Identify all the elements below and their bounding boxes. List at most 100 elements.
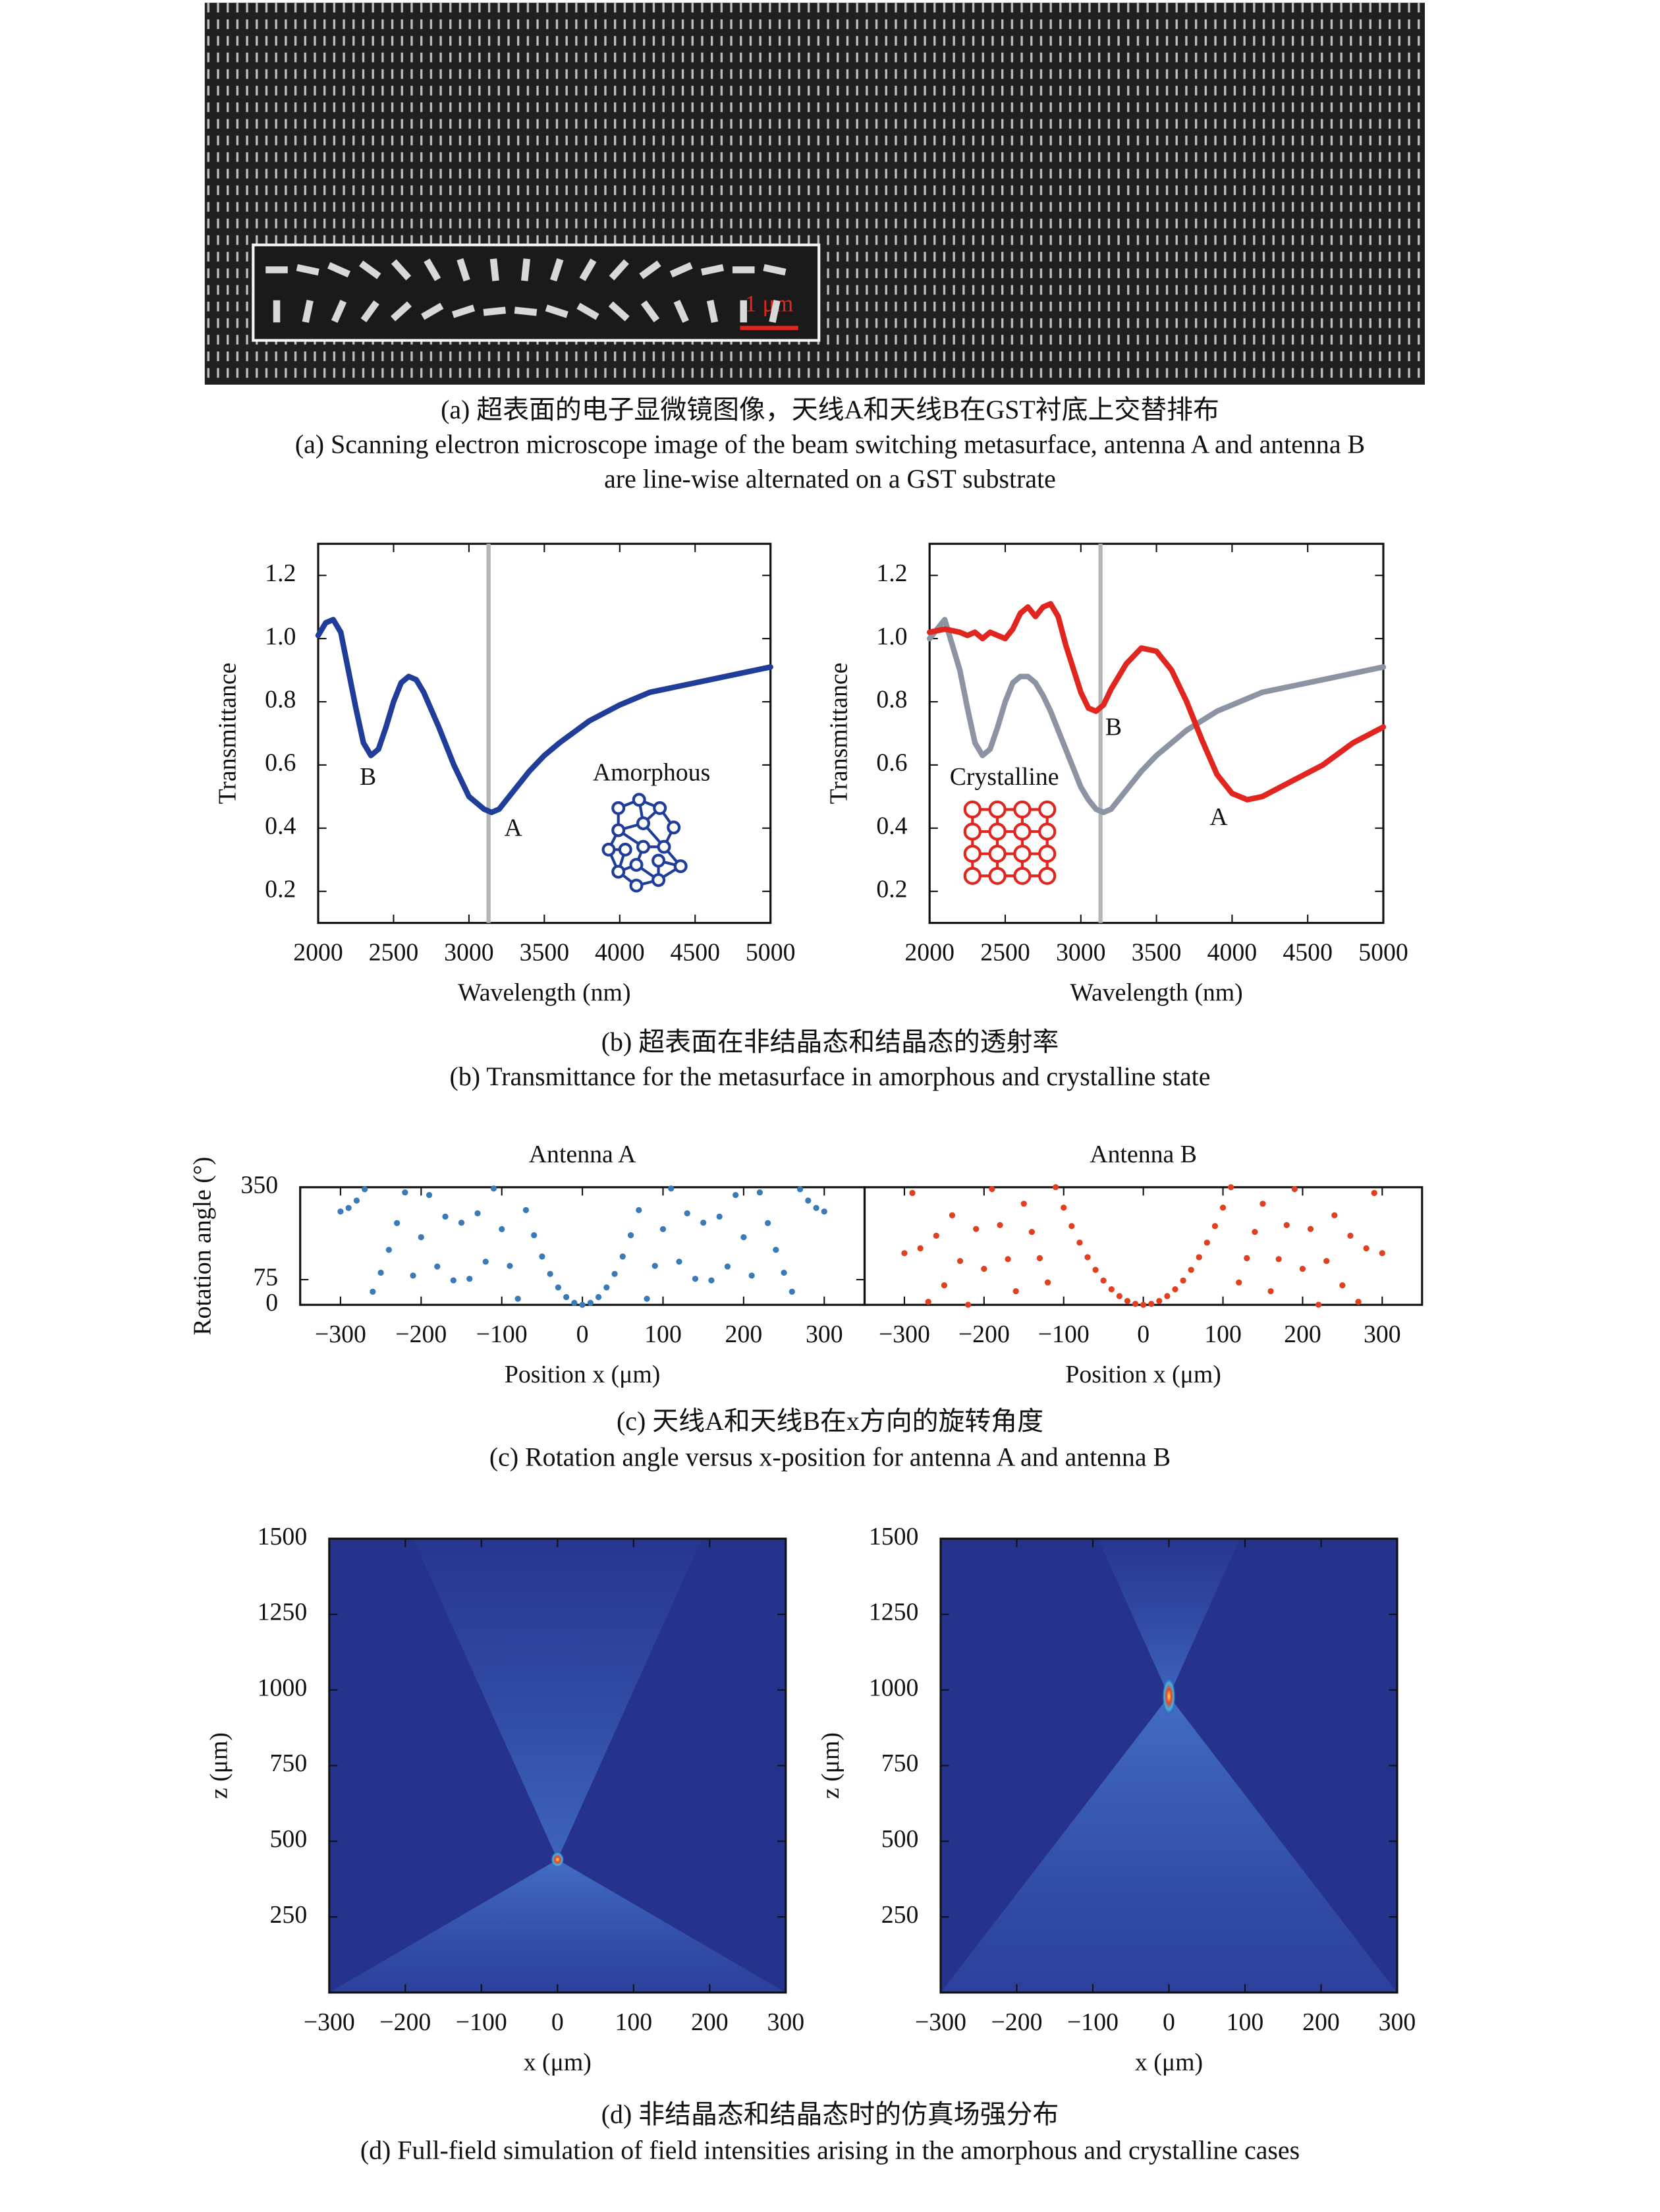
x-tick-label: 3000 <box>444 939 494 967</box>
point <box>426 1191 433 1199</box>
point <box>563 1293 570 1301</box>
y-tick-label: 500 <box>270 1825 308 1853</box>
y-axis-label: Transmittance <box>825 663 852 805</box>
y-axis-label: Transmittance <box>213 663 241 805</box>
atom <box>963 822 982 841</box>
antenna <box>550 258 564 282</box>
point <box>522 1206 530 1214</box>
antenna <box>673 300 689 323</box>
atom <box>1013 845 1032 863</box>
point <box>434 1263 441 1270</box>
point <box>1172 1286 1178 1293</box>
x-tick-label: −300 <box>315 1320 366 1348</box>
caption: (c) Rotation angle versus x-position for… <box>489 1442 1171 1472</box>
antenna <box>391 301 412 322</box>
point <box>1020 1201 1027 1207</box>
point <box>773 1247 779 1253</box>
point <box>1219 1205 1227 1211</box>
point <box>595 1293 602 1301</box>
y-tick-label: 1500 <box>869 1523 919 1550</box>
point <box>636 1206 642 1214</box>
y-tick-label: 750 <box>881 1749 919 1777</box>
x-axis-label: Wavelength (nm) <box>1070 979 1242 1007</box>
x-tick-label: 5000 <box>746 939 796 967</box>
antenna <box>639 260 661 279</box>
point <box>499 1226 505 1232</box>
x-tick-label: −300 <box>304 2008 355 2036</box>
caption: (d) 非结晶态和结晶态时的仿真场强分布 <box>601 2099 1059 2129</box>
x-axis-label: x (μm) <box>524 2049 592 2076</box>
point <box>1012 1288 1019 1295</box>
point <box>1116 1293 1122 1299</box>
point <box>805 1197 812 1204</box>
point <box>1307 1226 1314 1232</box>
point <box>571 1299 578 1306</box>
point <box>587 1299 594 1306</box>
point <box>1244 1255 1250 1262</box>
x-tick-label: −100 <box>1067 2008 1119 2036</box>
point <box>458 1220 465 1226</box>
point <box>1363 1245 1370 1252</box>
x-tick-label: −100 <box>476 1320 528 1348</box>
plot-frame <box>299 1186 866 1306</box>
antenna <box>706 299 719 324</box>
point <box>466 1276 473 1282</box>
x-tick-label: 4000 <box>1207 939 1258 967</box>
y-tick-label: 0.2 <box>876 875 907 903</box>
y-tick-label: 1250 <box>869 1599 919 1626</box>
caption: (b) Transmittance for the metasurface in… <box>450 1062 1211 1091</box>
point <box>1252 1228 1258 1235</box>
point <box>788 1288 795 1295</box>
point <box>402 1189 408 1196</box>
point <box>708 1277 715 1284</box>
antenna <box>700 264 725 276</box>
atom <box>988 866 1007 885</box>
point <box>1291 1186 1298 1193</box>
point <box>684 1210 690 1217</box>
y-tick-label: 0.4 <box>876 812 907 839</box>
point <box>1028 1228 1036 1235</box>
x-tick-label: 3500 <box>1132 939 1182 967</box>
antenna <box>489 258 499 281</box>
point <box>1164 1293 1171 1299</box>
y-tick-label: 1250 <box>258 1599 308 1626</box>
point <box>603 1284 610 1291</box>
point <box>644 1295 650 1302</box>
y-tick-label: 1.2 <box>265 559 296 587</box>
point <box>377 1269 384 1276</box>
point <box>901 1250 908 1257</box>
point <box>611 1270 618 1277</box>
point <box>733 1191 739 1199</box>
atom <box>1013 822 1032 841</box>
y-tick-label: 250 <box>881 1901 919 1929</box>
x-tick-label: −300 <box>915 2008 966 2036</box>
antenna <box>514 306 538 316</box>
x-tick-label: −100 <box>456 2008 507 2036</box>
point <box>474 1210 481 1217</box>
x-tick-label: 200 <box>1284 1320 1321 1348</box>
point <box>1267 1288 1274 1295</box>
crystalline-icon <box>963 800 1057 885</box>
series-line <box>926 617 1387 816</box>
x-axis-label: Position x (μm) <box>1065 1361 1221 1388</box>
x-tick-label: 3500 <box>520 939 570 967</box>
point <box>547 1270 553 1277</box>
point <box>385 1247 392 1253</box>
atom <box>988 800 1007 819</box>
series-line <box>926 601 1387 803</box>
point <box>965 1301 972 1308</box>
point <box>1315 1301 1322 1308</box>
point <box>579 1301 586 1308</box>
point <box>1108 1286 1115 1293</box>
caption: (a) Scanning electron microscope image o… <box>295 429 1365 459</box>
point <box>1204 1239 1210 1246</box>
x-tick-label: 4500 <box>1283 939 1333 967</box>
point <box>353 1197 360 1204</box>
point <box>1053 1184 1059 1191</box>
atom <box>988 845 1007 863</box>
point <box>821 1208 827 1215</box>
antenna <box>521 258 530 281</box>
x-tick-label: 0 <box>576 1320 589 1348</box>
antenna <box>331 300 347 323</box>
